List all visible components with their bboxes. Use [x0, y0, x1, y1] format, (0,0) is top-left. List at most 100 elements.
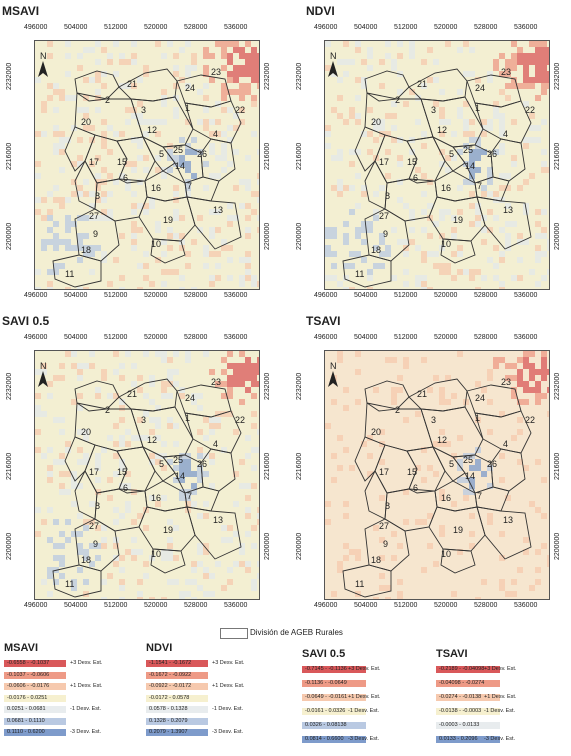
region-number: 20	[371, 427, 381, 437]
raster-cell	[89, 215, 95, 221]
x-tick-label: 520000	[144, 602, 168, 609]
raster-cell	[251, 543, 257, 549]
raster-cell	[445, 155, 451, 161]
raster-cell	[245, 435, 251, 441]
region-number: 8	[385, 191, 390, 201]
raster-cell	[541, 71, 547, 77]
raster-cell	[355, 555, 361, 561]
raster-cell	[535, 257, 541, 263]
y-tick-label: 2200000	[554, 222, 561, 250]
x-tick-label: 496000	[24, 602, 48, 609]
y-tick-label: 2200000	[6, 532, 13, 560]
ageb-boundary	[184, 486, 220, 512]
x-tick-label: 536000	[224, 334, 248, 341]
raster-cell	[227, 107, 233, 113]
ageb-boundary	[74, 380, 120, 412]
raster-cell	[137, 513, 143, 519]
raster-cell	[239, 83, 245, 89]
raster-cell	[239, 369, 245, 375]
raster-cell	[427, 287, 433, 289]
raster-cell	[451, 453, 457, 459]
raster-cell	[499, 287, 505, 289]
raster-cell	[221, 41, 227, 47]
raster-cell	[191, 561, 197, 567]
ageb-boundary	[474, 486, 510, 512]
panel-title: SAVI 0.5	[2, 314, 50, 328]
raster-cell	[535, 95, 541, 101]
raster-cell	[191, 393, 197, 399]
raster-cell	[541, 393, 547, 399]
raster-cell	[469, 179, 475, 185]
raster-cell	[215, 101, 221, 107]
raster-cell	[227, 257, 233, 263]
raster-cell	[47, 215, 53, 221]
raster-cell	[155, 155, 161, 161]
region-number: 3	[141, 105, 146, 115]
raster-cell	[257, 53, 259, 59]
y-tick-label: 2216000	[6, 452, 13, 480]
raster-cell	[197, 471, 203, 477]
raster-cell	[379, 125, 385, 131]
raster-cell	[257, 197, 259, 203]
raster-cell	[137, 77, 143, 83]
raster-cell	[511, 435, 517, 441]
raster-cell	[65, 447, 71, 453]
region-number: 25	[173, 455, 183, 465]
raster-cell	[523, 537, 529, 543]
raster-cell	[83, 251, 89, 257]
panel-title: NDVI	[306, 4, 335, 18]
map-raster: 1234567891011121314151617181920212223242…	[325, 41, 549, 289]
raster-cell	[77, 567, 83, 573]
raster-cell	[439, 531, 445, 537]
raster-cell	[529, 77, 535, 83]
raster-cell	[101, 119, 107, 125]
raster-cell	[379, 239, 385, 245]
region-number: 27	[89, 521, 99, 531]
raster-cell	[523, 71, 529, 77]
legend-swatch: -1.1541 - -0.1672	[146, 660, 208, 667]
raster-cell	[239, 179, 245, 185]
raster-cell	[101, 525, 107, 531]
raster-cell	[161, 441, 167, 447]
raster-cell	[47, 573, 53, 579]
raster-cell	[529, 83, 535, 89]
raster-cell	[475, 209, 481, 215]
raster-cell	[119, 417, 125, 423]
raster-cell	[403, 251, 409, 257]
legend-swatch: -0.0138 - -0.0003	[436, 708, 500, 715]
raster-cell	[349, 185, 355, 191]
raster-cell	[541, 83, 547, 89]
raster-cell	[493, 363, 499, 369]
raster-cell	[53, 245, 59, 251]
legend-swatch: 0.2079 - 1.3907	[146, 729, 208, 736]
raster-cell	[355, 549, 361, 555]
raster-cell	[137, 579, 143, 585]
raster-cell	[439, 215, 445, 221]
raster-cell	[251, 209, 257, 215]
map-frame-1: 1 2 3 4 5 6 7 8 9 10 11 12 13 14 15 16 17 18 19 20 21 22 23 24 2…	[34, 40, 260, 290]
y-tick-label: 2200000	[296, 222, 303, 250]
raster-cell	[245, 567, 251, 573]
region-number: 3	[431, 415, 436, 425]
raster-cell	[185, 65, 191, 71]
raster-cell	[517, 185, 523, 191]
raster-cell	[523, 203, 529, 209]
raster-cell	[71, 191, 77, 197]
raster-cell	[137, 101, 143, 107]
raster-cell	[131, 519, 137, 525]
y-tick-label: 2232000	[554, 372, 561, 400]
raster-cell	[499, 125, 505, 131]
raster-cell	[101, 83, 107, 89]
raster-cell	[83, 459, 89, 465]
raster-cell	[59, 453, 65, 459]
raster-cell	[173, 381, 179, 387]
raster-cell	[257, 357, 259, 363]
raster-cell	[439, 495, 445, 501]
region-number: 17	[379, 467, 389, 477]
raster-cell	[493, 357, 499, 363]
raster-cell	[155, 257, 161, 263]
raster-cell	[215, 411, 221, 417]
raster-cell	[385, 41, 391, 47]
raster-cell	[203, 351, 209, 357]
region-number: 13	[503, 515, 513, 525]
